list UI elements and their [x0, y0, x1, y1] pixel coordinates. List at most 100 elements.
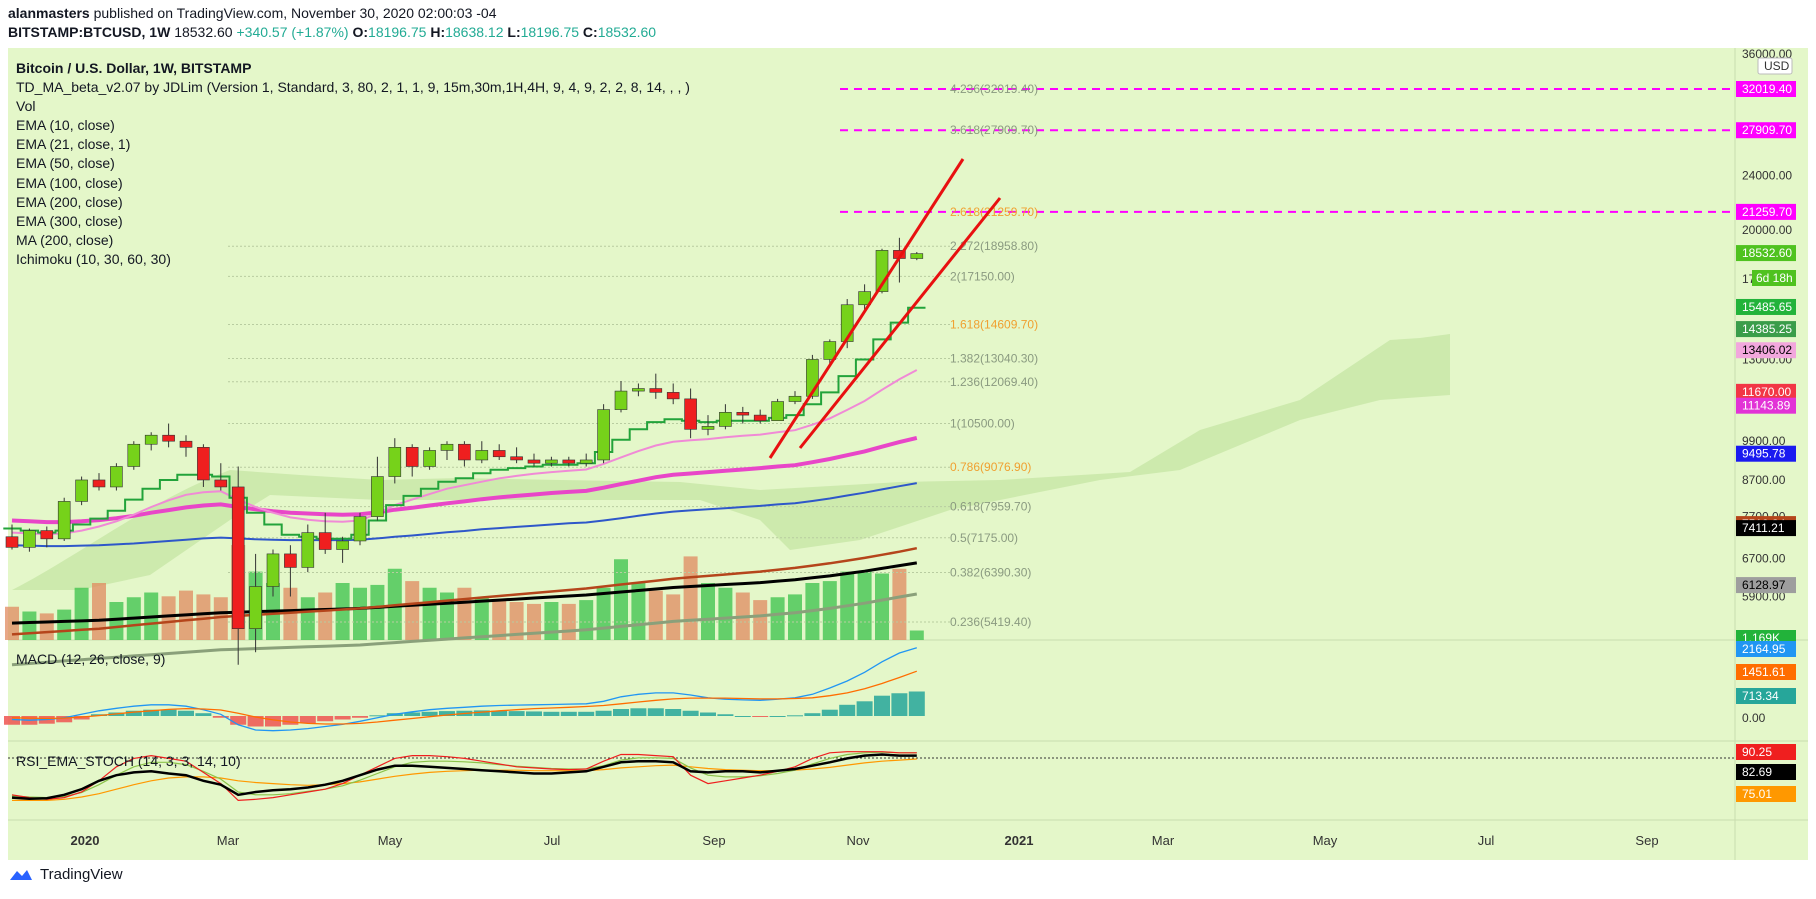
candle	[5, 524, 19, 550]
volume-bar	[422, 587, 437, 640]
fib-level-label: 3.618(27909.70)	[950, 123, 1038, 137]
candle-body	[5, 536, 19, 548]
candle	[475, 441, 489, 464]
candle-body	[353, 516, 367, 542]
volume-bar	[753, 600, 768, 640]
candle-body	[753, 414, 767, 422]
rsi-title[interactable]: RSI_EMA_STOCH (14, 3, 3, 14, 10)	[16, 753, 241, 769]
legend-item[interactable]: EMA (100, close)	[16, 174, 123, 191]
candle	[579, 453, 593, 467]
x-axis-tick: 2020	[71, 833, 100, 848]
candle	[284, 545, 297, 597]
x-axis-tick: Mar	[217, 833, 240, 848]
candle	[440, 441, 454, 460]
legend-item[interactable]: Ichimoku (10, 30, 60, 30)	[16, 250, 171, 267]
legend-item[interactable]: Bitcoin / U.S. Dollar, 1W, BITSTAMP	[16, 60, 252, 76]
volume-bar	[161, 596, 176, 640]
price-badge	[1736, 81, 1796, 97]
candle	[162, 423, 175, 448]
macd-histogram-bar	[508, 711, 525, 716]
volume-bar	[909, 630, 924, 640]
candle-body	[597, 409, 610, 461]
close-value: 18532.60	[597, 24, 657, 40]
macd-title[interactable]: MACD (12, 26, close, 9)	[16, 651, 166, 667]
legend-item[interactable]: MA (200, close)	[16, 231, 114, 248]
chart-area[interactable]	[8, 48, 1808, 860]
volume-bar	[875, 573, 889, 640]
legend-item[interactable]: EMA (10, close)	[16, 117, 115, 134]
legend-item[interactable]: EMA (200, close)	[16, 193, 123, 210]
macd-zero-tick: 0.00	[1742, 711, 1766, 725]
tradingview-brand: TradingView	[40, 866, 123, 883]
legend-item[interactable]: Vol	[16, 98, 36, 115]
published-text: published on TradingView.com, November 3…	[93, 5, 497, 21]
tradingview-footer[interactable]: TradingView	[8, 866, 123, 883]
volume-bar	[701, 583, 715, 640]
volume-bar	[300, 597, 315, 640]
volume-bar	[196, 594, 211, 640]
candle	[353, 512, 367, 546]
legend-item[interactable]: EMA (50, close)	[16, 155, 115, 172]
candle-body	[127, 443, 141, 467]
macd-histogram-bar	[160, 709, 177, 716]
candle	[318, 512, 332, 554]
macd-line	[11, 647, 917, 732]
price-badge	[1736, 342, 1796, 359]
candle-body	[92, 479, 106, 488]
price-badge-label: 11670.00	[1742, 385, 1791, 399]
volume-bar	[370, 584, 385, 640]
author-name[interactable]: alanmasters	[8, 5, 90, 21]
candle-body	[179, 440, 193, 448]
macd-histogram-bar	[56, 716, 73, 723]
price-badge	[1736, 397, 1796, 414]
candle-body	[736, 412, 750, 416]
macd-histogram-bar	[647, 708, 664, 716]
candle	[736, 406, 750, 424]
macd-histogram-bar	[769, 716, 786, 717]
macd-histogram-bar	[178, 710, 194, 716]
macd-histogram-bar	[821, 709, 838, 716]
price-badge-label: 27909.70	[1742, 123, 1792, 137]
volume-bar	[614, 559, 628, 640]
rsi-black-line	[11, 753, 917, 800]
candle-body	[214, 479, 228, 488]
macd-histogram-bar	[630, 708, 647, 716]
countdown-label: 6d 18h	[1756, 271, 1793, 285]
candle	[719, 404, 732, 430]
legend-item[interactable]: EMA (21, close, 1)	[16, 136, 131, 153]
candle	[301, 524, 315, 573]
volume-bar	[5, 606, 19, 640]
ma200-line	[11, 592, 918, 667]
volume-bar	[318, 592, 333, 640]
candle	[527, 453, 541, 467]
last-price: 18532.60	[174, 24, 233, 40]
macd-histogram-bar	[717, 714, 734, 716]
price-badge-label: 7411.21	[1742, 521, 1785, 535]
macd-histogram-bar	[369, 715, 386, 717]
candle-body	[823, 341, 837, 360]
trendline-upper	[768, 158, 965, 459]
macd-histogram-bar	[665, 709, 682, 716]
candle-body	[405, 447, 419, 467]
macd-histogram-bar	[230, 716, 247, 725]
macd-histogram-bar	[421, 711, 438, 716]
volume-bar	[405, 581, 420, 640]
candle-body	[579, 459, 593, 464]
price-badge-label: 14385.25	[1742, 322, 1792, 336]
candle	[231, 466, 245, 665]
candle-body	[510, 456, 523, 461]
price-badge-label: 15485.65	[1742, 300, 1792, 314]
candle-body	[249, 586, 262, 629]
legend-item[interactable]: TD_MA_beta_v2.07 by JDLim (Version 1, St…	[16, 79, 690, 96]
candle	[40, 526, 54, 548]
high-value: 18638.12	[445, 24, 504, 40]
price-badge	[1736, 520, 1796, 537]
volume-bar	[788, 594, 802, 640]
price-axis-tick: 20000.00	[1742, 223, 1792, 237]
volume-bar	[92, 583, 106, 640]
legend-item[interactable]: EMA (300, close)	[16, 212, 123, 229]
x-axis-tick: Sep	[702, 833, 725, 848]
candle-body	[197, 447, 210, 481]
volume-bar	[109, 602, 124, 640]
